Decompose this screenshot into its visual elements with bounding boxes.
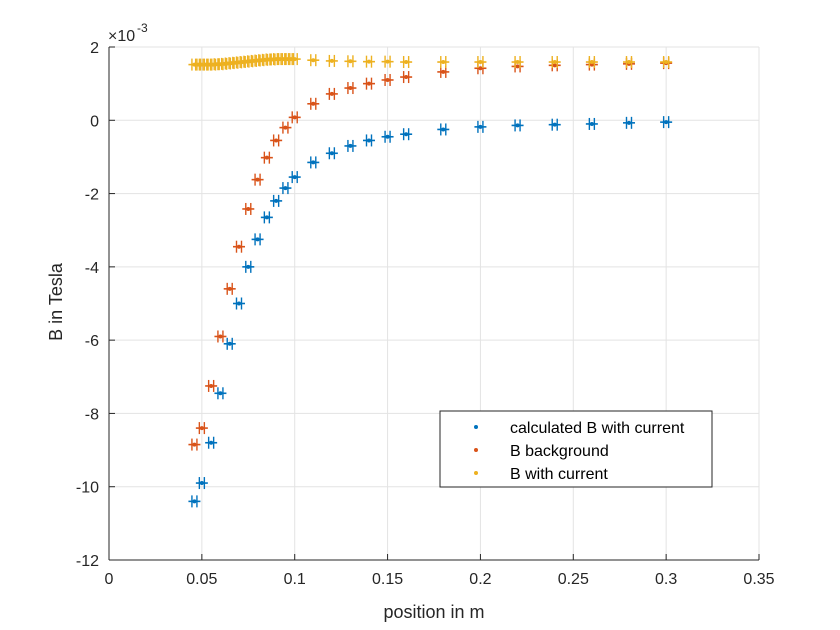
y-tick-label: -10 — [76, 480, 99, 497]
y-exponent-base: ×10 — [108, 28, 135, 45]
data-point — [214, 330, 227, 343]
data-point — [344, 82, 357, 95]
data-point — [214, 387, 227, 400]
data-point — [660, 56, 673, 69]
data-point — [437, 56, 450, 69]
data-point — [511, 119, 524, 132]
data-point — [400, 71, 413, 84]
data-point — [400, 128, 413, 141]
x-tick-label: 0.2 — [469, 571, 491, 588]
data-point — [474, 56, 487, 69]
data-point — [188, 495, 201, 508]
legend-marker — [474, 448, 478, 452]
data-point — [437, 65, 450, 78]
data-point — [233, 297, 245, 310]
legend-label: B background — [510, 443, 609, 460]
x-axis-label: position in m — [383, 602, 484, 622]
y-exponent-power: -3 — [137, 21, 148, 35]
data-point — [242, 260, 255, 273]
legend-item: B background — [474, 443, 609, 460]
data-point — [205, 379, 218, 392]
data-point — [381, 73, 394, 86]
data-point — [363, 55, 375, 68]
data-point — [288, 53, 301, 66]
data-point — [363, 134, 375, 147]
x-tick-label: 0.3 — [655, 571, 677, 588]
series-1 — [188, 116, 673, 508]
y-tick-label: -8 — [85, 406, 99, 423]
data-point — [325, 87, 338, 100]
y-tick-label: -4 — [85, 260, 99, 277]
x-tick-label: 0 — [105, 571, 114, 588]
y-tick-label: 2 — [90, 40, 99, 57]
data-point — [270, 134, 283, 147]
legend-marker — [474, 425, 478, 429]
x-tick-label: 0.05 — [186, 571, 217, 588]
data-point — [381, 55, 394, 68]
data-point — [279, 182, 292, 195]
y-axis-label: B in Tesla — [46, 262, 66, 341]
data-point — [511, 56, 524, 69]
data-point — [242, 202, 255, 215]
data-point — [233, 240, 245, 253]
y-exponent: ×10 -3 — [108, 21, 148, 45]
data-point — [288, 111, 301, 124]
legend-label: calculated B with current — [510, 420, 685, 437]
axes — [108, 46, 760, 561]
data-point — [288, 171, 301, 184]
legend-marker — [474, 471, 478, 475]
data-point — [325, 54, 338, 67]
data-point — [548, 56, 561, 69]
data-point — [325, 147, 338, 160]
data-point — [623, 56, 635, 69]
data-point — [363, 77, 375, 90]
x-tick-label: 0.1 — [284, 571, 306, 588]
data-point — [548, 118, 561, 131]
data-point — [307, 97, 320, 110]
data-point — [585, 56, 598, 69]
data-point — [437, 123, 450, 136]
data-point — [205, 436, 218, 449]
data-point — [270, 194, 283, 207]
y-tick-labels: 2 0 -2 -4 -6 -8 -10 -12 — [76, 40, 99, 570]
y-tick-label: 0 — [90, 113, 99, 130]
x-tick-label: 0.35 — [743, 571, 774, 588]
data-point — [660, 116, 673, 129]
y-tick-label: -6 — [85, 333, 99, 350]
data-point — [474, 120, 487, 133]
data-point — [260, 211, 273, 224]
data-point — [585, 117, 598, 130]
data-point — [251, 233, 264, 246]
data-point — [195, 422, 208, 435]
legend-box — [439, 410, 713, 488]
x-tick-label: 0.25 — [558, 571, 589, 588]
series-3 — [188, 53, 673, 71]
y-tick-label: -2 — [85, 187, 99, 204]
legend-label: B with current — [510, 466, 608, 483]
series-2 — [188, 57, 673, 451]
y-tick-label: -12 — [76, 553, 99, 570]
data-point — [223, 337, 236, 350]
legend-item: B with current — [474, 466, 608, 483]
legend-item: calculated B with current — [474, 420, 685, 437]
data-point — [381, 130, 394, 143]
data-point — [307, 156, 320, 169]
data-point — [188, 438, 201, 451]
legend: calculated B with current B background B w… — [439, 410, 713, 488]
data-point — [260, 151, 273, 164]
x-tick-label: 0.15 — [372, 571, 403, 588]
x-tick-labels: 0 0.05 0.1 0.15 0.2 0.25 0.3 0.35 — [105, 571, 775, 588]
data-point — [400, 56, 413, 69]
data-point — [623, 116, 635, 129]
data-point — [251, 173, 264, 186]
data-point — [344, 55, 357, 68]
data-point — [307, 54, 320, 67]
data-point — [223, 282, 236, 295]
data-point — [344, 139, 357, 152]
data-point — [279, 121, 292, 134]
data-series — [188, 53, 673, 508]
data-point — [195, 477, 208, 490]
